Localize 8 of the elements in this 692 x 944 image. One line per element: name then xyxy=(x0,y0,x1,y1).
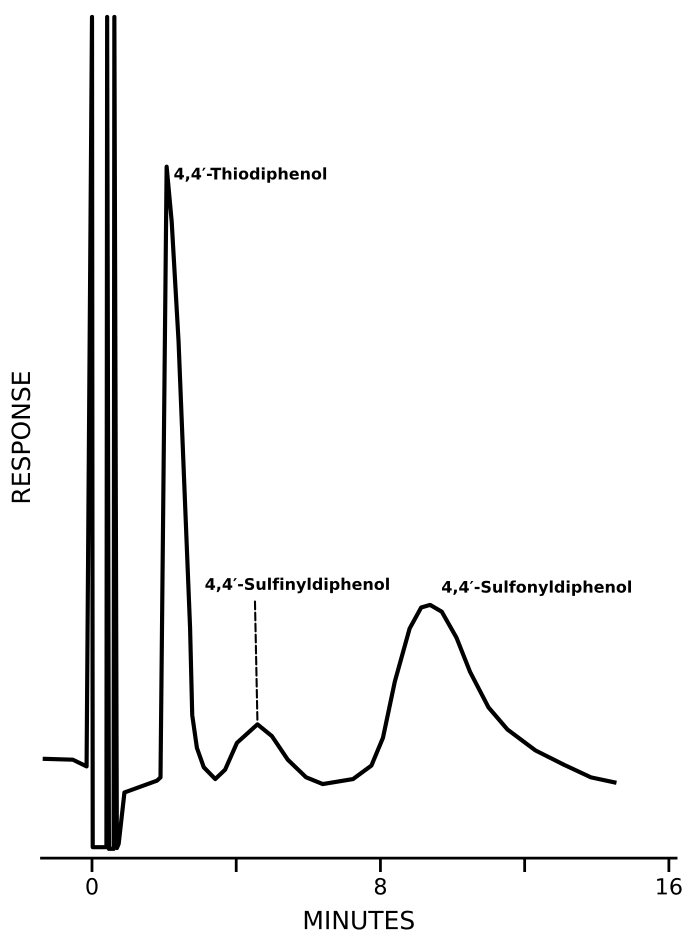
x-tick-label: 0 xyxy=(86,878,98,895)
x-tick-label: 16 xyxy=(657,878,682,895)
x-tick-label: 8 xyxy=(374,878,386,895)
y-axis-title: RESPONSE xyxy=(11,372,30,502)
x-axis-title: MINUTES xyxy=(304,910,414,930)
annotation: 4,4′-Thiodiphenol xyxy=(174,167,326,183)
annotation: 4,4′-Sulfinyldiphenol xyxy=(205,578,389,594)
annotation: 4,4′-Sulfonyldiphenol xyxy=(442,580,631,596)
